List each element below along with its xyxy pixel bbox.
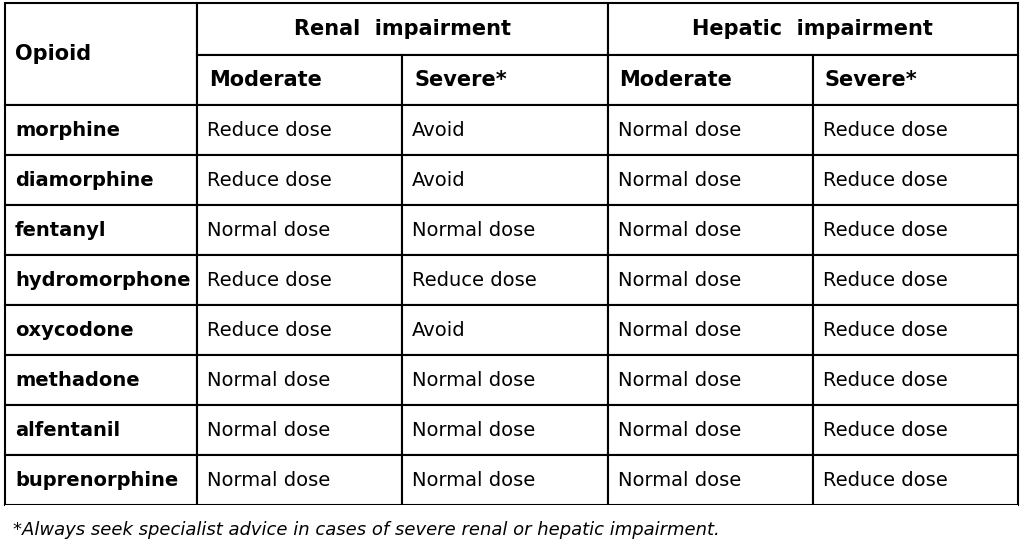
Text: Reduce dose: Reduce dose	[413, 271, 537, 290]
Bar	[813, 255, 1018, 305]
Bar	[197, 205, 402, 255]
Text: Normal dose: Normal dose	[207, 371, 331, 389]
Bar	[5, 405, 197, 455]
Text: Avoid: Avoid	[413, 320, 466, 339]
Text: Normal dose: Normal dose	[207, 220, 331, 239]
Text: Normal dose: Normal dose	[617, 121, 740, 140]
Bar	[5, 505, 1018, 555]
Bar	[5, 305, 197, 355]
Bar	[402, 455, 607, 505]
Text: Normal dose: Normal dose	[413, 220, 536, 239]
Text: Moderate: Moderate	[209, 70, 322, 90]
Bar	[402, 55, 607, 105]
Text: Reduce dose: Reduce dose	[822, 171, 947, 190]
Bar	[607, 55, 813, 105]
Text: diamorphine: diamorphine	[15, 171, 154, 190]
Bar	[5, 3, 197, 105]
Bar	[813, 205, 1018, 255]
Bar	[197, 455, 402, 505]
Bar	[607, 205, 813, 255]
Text: Normal dose: Normal dose	[617, 421, 740, 440]
Text: Reduce dose: Reduce dose	[822, 421, 947, 440]
Text: Avoid: Avoid	[413, 121, 466, 140]
Text: Normal dose: Normal dose	[207, 421, 331, 440]
Bar	[197, 405, 402, 455]
Bar	[813, 105, 1018, 155]
Text: Hepatic  impairment: Hepatic impairment	[692, 19, 933, 39]
Text: Normal dose: Normal dose	[207, 470, 331, 489]
Text: Opioid: Opioid	[15, 44, 91, 64]
Text: oxycodone: oxycodone	[15, 320, 133, 339]
Bar	[607, 255, 813, 305]
Text: Reduce dose: Reduce dose	[207, 271, 332, 290]
Bar	[607, 155, 813, 205]
Text: Normal dose: Normal dose	[413, 371, 536, 389]
Bar	[607, 355, 813, 405]
Text: Renal  impairment: Renal impairment	[294, 19, 511, 39]
Bar	[813, 155, 1018, 205]
Text: Reduce dose: Reduce dose	[822, 470, 947, 489]
Text: methadone: methadone	[15, 371, 139, 389]
Bar	[402, 255, 607, 305]
Bar	[5, 155, 197, 205]
Text: Normal dose: Normal dose	[617, 220, 740, 239]
Text: Normal dose: Normal dose	[413, 470, 536, 489]
Bar	[402, 155, 607, 205]
Text: Normal dose: Normal dose	[617, 371, 740, 389]
Bar	[5, 105, 197, 155]
Bar	[813, 405, 1018, 455]
Bar	[607, 305, 813, 355]
Text: fentanyl: fentanyl	[15, 220, 106, 239]
Bar	[5, 255, 197, 305]
Text: Reduce dose: Reduce dose	[822, 271, 947, 290]
Text: Severe*: Severe*	[415, 70, 507, 90]
Bar	[197, 355, 402, 405]
Text: Reduce dose: Reduce dose	[207, 121, 332, 140]
Bar	[402, 305, 607, 355]
Bar	[402, 105, 607, 155]
Bar	[402, 355, 607, 405]
Bar	[197, 255, 402, 305]
Bar	[402, 405, 607, 455]
Bar	[197, 155, 402, 205]
Bar	[5, 455, 197, 505]
Bar	[813, 355, 1018, 405]
Bar	[813, 455, 1018, 505]
Text: *Always seek specialist advice in cases of severe renal or hepatic impairment.: *Always seek specialist advice in cases …	[13, 521, 720, 539]
Bar	[402, 205, 607, 255]
Text: Moderate: Moderate	[620, 70, 732, 90]
Text: Normal dose: Normal dose	[617, 271, 740, 290]
Text: Normal dose: Normal dose	[617, 171, 740, 190]
Text: buprenorphine: buprenorphine	[15, 470, 178, 489]
Text: Reduce dose: Reduce dose	[822, 371, 947, 389]
Bar	[5, 355, 197, 405]
Bar	[607, 405, 813, 455]
Text: Reduce dose: Reduce dose	[822, 220, 947, 239]
Bar	[5, 205, 197, 255]
Bar	[197, 55, 402, 105]
Bar	[813, 305, 1018, 355]
Bar	[607, 455, 813, 505]
Text: Normal dose: Normal dose	[413, 421, 536, 440]
Text: Severe*: Severe*	[824, 70, 918, 90]
Text: Reduce dose: Reduce dose	[822, 121, 947, 140]
Text: Normal dose: Normal dose	[617, 470, 740, 489]
Text: alfentanil: alfentanil	[15, 421, 120, 440]
Bar	[197, 105, 402, 155]
Bar	[197, 3, 607, 55]
Bar	[607, 105, 813, 155]
Text: morphine: morphine	[15, 121, 120, 140]
Text: Reduce dose: Reduce dose	[207, 320, 332, 339]
Text: hydromorphone: hydromorphone	[15, 271, 190, 290]
Bar	[197, 305, 402, 355]
Bar	[813, 55, 1018, 105]
Bar	[607, 3, 1018, 55]
Text: Reduce dose: Reduce dose	[207, 171, 332, 190]
Text: Avoid: Avoid	[413, 171, 466, 190]
Text: Reduce dose: Reduce dose	[822, 320, 947, 339]
Text: Normal dose: Normal dose	[617, 320, 740, 339]
